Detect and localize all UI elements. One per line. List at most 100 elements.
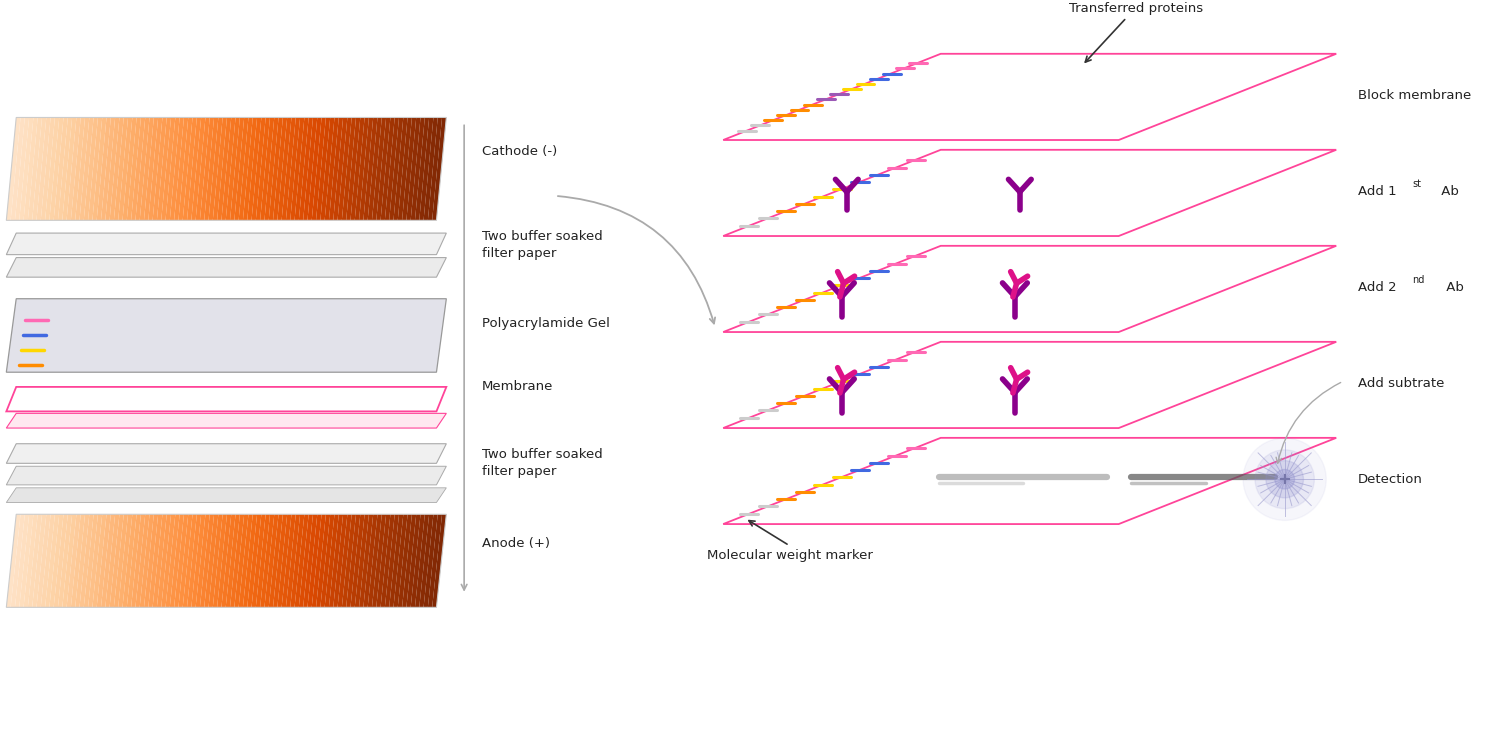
Text: Add subtrate: Add subtrate bbox=[1358, 376, 1444, 390]
Polygon shape bbox=[321, 514, 334, 608]
Polygon shape bbox=[20, 118, 33, 220]
Polygon shape bbox=[158, 118, 171, 220]
Polygon shape bbox=[70, 118, 86, 220]
Polygon shape bbox=[213, 118, 226, 220]
Polygon shape bbox=[316, 514, 330, 608]
Polygon shape bbox=[381, 514, 394, 608]
Polygon shape bbox=[160, 118, 176, 220]
Polygon shape bbox=[264, 514, 279, 608]
Polygon shape bbox=[158, 514, 171, 608]
Polygon shape bbox=[338, 118, 351, 220]
Polygon shape bbox=[393, 118, 408, 220]
Polygon shape bbox=[128, 118, 141, 220]
Polygon shape bbox=[243, 118, 256, 220]
Polygon shape bbox=[376, 118, 390, 220]
Polygon shape bbox=[165, 514, 180, 608]
Polygon shape bbox=[342, 118, 355, 220]
Polygon shape bbox=[140, 118, 154, 220]
Polygon shape bbox=[234, 514, 249, 608]
Polygon shape bbox=[40, 514, 56, 608]
Polygon shape bbox=[123, 118, 136, 220]
Polygon shape bbox=[303, 118, 318, 220]
Polygon shape bbox=[153, 514, 166, 608]
Polygon shape bbox=[6, 444, 447, 463]
Polygon shape bbox=[110, 514, 125, 608]
Polygon shape bbox=[368, 118, 382, 220]
Polygon shape bbox=[118, 118, 132, 220]
Polygon shape bbox=[358, 118, 374, 220]
Polygon shape bbox=[338, 514, 351, 608]
Polygon shape bbox=[40, 118, 56, 220]
Polygon shape bbox=[290, 514, 304, 608]
Polygon shape bbox=[252, 514, 266, 608]
Polygon shape bbox=[268, 514, 284, 608]
Polygon shape bbox=[140, 514, 154, 608]
Polygon shape bbox=[260, 514, 274, 608]
Polygon shape bbox=[118, 514, 132, 608]
Text: Ab: Ab bbox=[1442, 281, 1464, 293]
Polygon shape bbox=[346, 118, 360, 220]
Polygon shape bbox=[238, 118, 254, 220]
Polygon shape bbox=[358, 514, 374, 608]
Polygon shape bbox=[6, 488, 447, 502]
Polygon shape bbox=[93, 118, 106, 220]
Polygon shape bbox=[183, 514, 196, 608]
Polygon shape bbox=[148, 514, 162, 608]
Polygon shape bbox=[105, 118, 120, 220]
Polygon shape bbox=[273, 118, 286, 220]
Polygon shape bbox=[333, 514, 348, 608]
Polygon shape bbox=[192, 514, 206, 608]
Polygon shape bbox=[75, 514, 90, 608]
Polygon shape bbox=[346, 514, 360, 608]
Polygon shape bbox=[15, 118, 28, 220]
Polygon shape bbox=[213, 514, 226, 608]
Polygon shape bbox=[45, 118, 58, 220]
Polygon shape bbox=[427, 514, 442, 608]
Polygon shape bbox=[316, 118, 330, 220]
Polygon shape bbox=[328, 514, 344, 608]
Polygon shape bbox=[58, 118, 72, 220]
Polygon shape bbox=[50, 514, 63, 608]
Polygon shape bbox=[66, 118, 81, 220]
Polygon shape bbox=[135, 514, 150, 608]
Polygon shape bbox=[188, 118, 201, 220]
Text: Cathode (-): Cathode (-) bbox=[482, 145, 556, 159]
Polygon shape bbox=[148, 118, 162, 220]
Polygon shape bbox=[372, 514, 386, 608]
Polygon shape bbox=[128, 514, 141, 608]
Polygon shape bbox=[308, 118, 321, 220]
Polygon shape bbox=[195, 514, 210, 608]
Polygon shape bbox=[432, 118, 447, 220]
Polygon shape bbox=[80, 118, 93, 220]
Polygon shape bbox=[114, 514, 128, 608]
Polygon shape bbox=[54, 514, 68, 608]
Polygon shape bbox=[303, 514, 318, 608]
Polygon shape bbox=[200, 118, 214, 220]
Text: Anode (+): Anode (+) bbox=[482, 537, 550, 550]
Polygon shape bbox=[432, 514, 447, 608]
Polygon shape bbox=[123, 514, 136, 608]
Polygon shape bbox=[130, 514, 146, 608]
Polygon shape bbox=[308, 514, 321, 608]
Polygon shape bbox=[372, 118, 386, 220]
Text: st: st bbox=[1413, 179, 1422, 190]
Polygon shape bbox=[28, 118, 42, 220]
Polygon shape bbox=[321, 118, 334, 220]
Polygon shape bbox=[36, 118, 51, 220]
Polygon shape bbox=[427, 118, 442, 220]
Polygon shape bbox=[6, 118, 21, 220]
Polygon shape bbox=[282, 118, 296, 220]
Polygon shape bbox=[222, 514, 236, 608]
Polygon shape bbox=[153, 118, 166, 220]
Polygon shape bbox=[144, 118, 158, 220]
Polygon shape bbox=[10, 118, 26, 220]
Polygon shape bbox=[58, 514, 72, 608]
Polygon shape bbox=[354, 118, 369, 220]
Polygon shape bbox=[423, 514, 438, 608]
Polygon shape bbox=[160, 514, 176, 608]
Polygon shape bbox=[188, 514, 201, 608]
Polygon shape bbox=[402, 118, 416, 220]
Circle shape bbox=[1244, 438, 1326, 520]
Polygon shape bbox=[419, 118, 434, 220]
Polygon shape bbox=[406, 514, 420, 608]
